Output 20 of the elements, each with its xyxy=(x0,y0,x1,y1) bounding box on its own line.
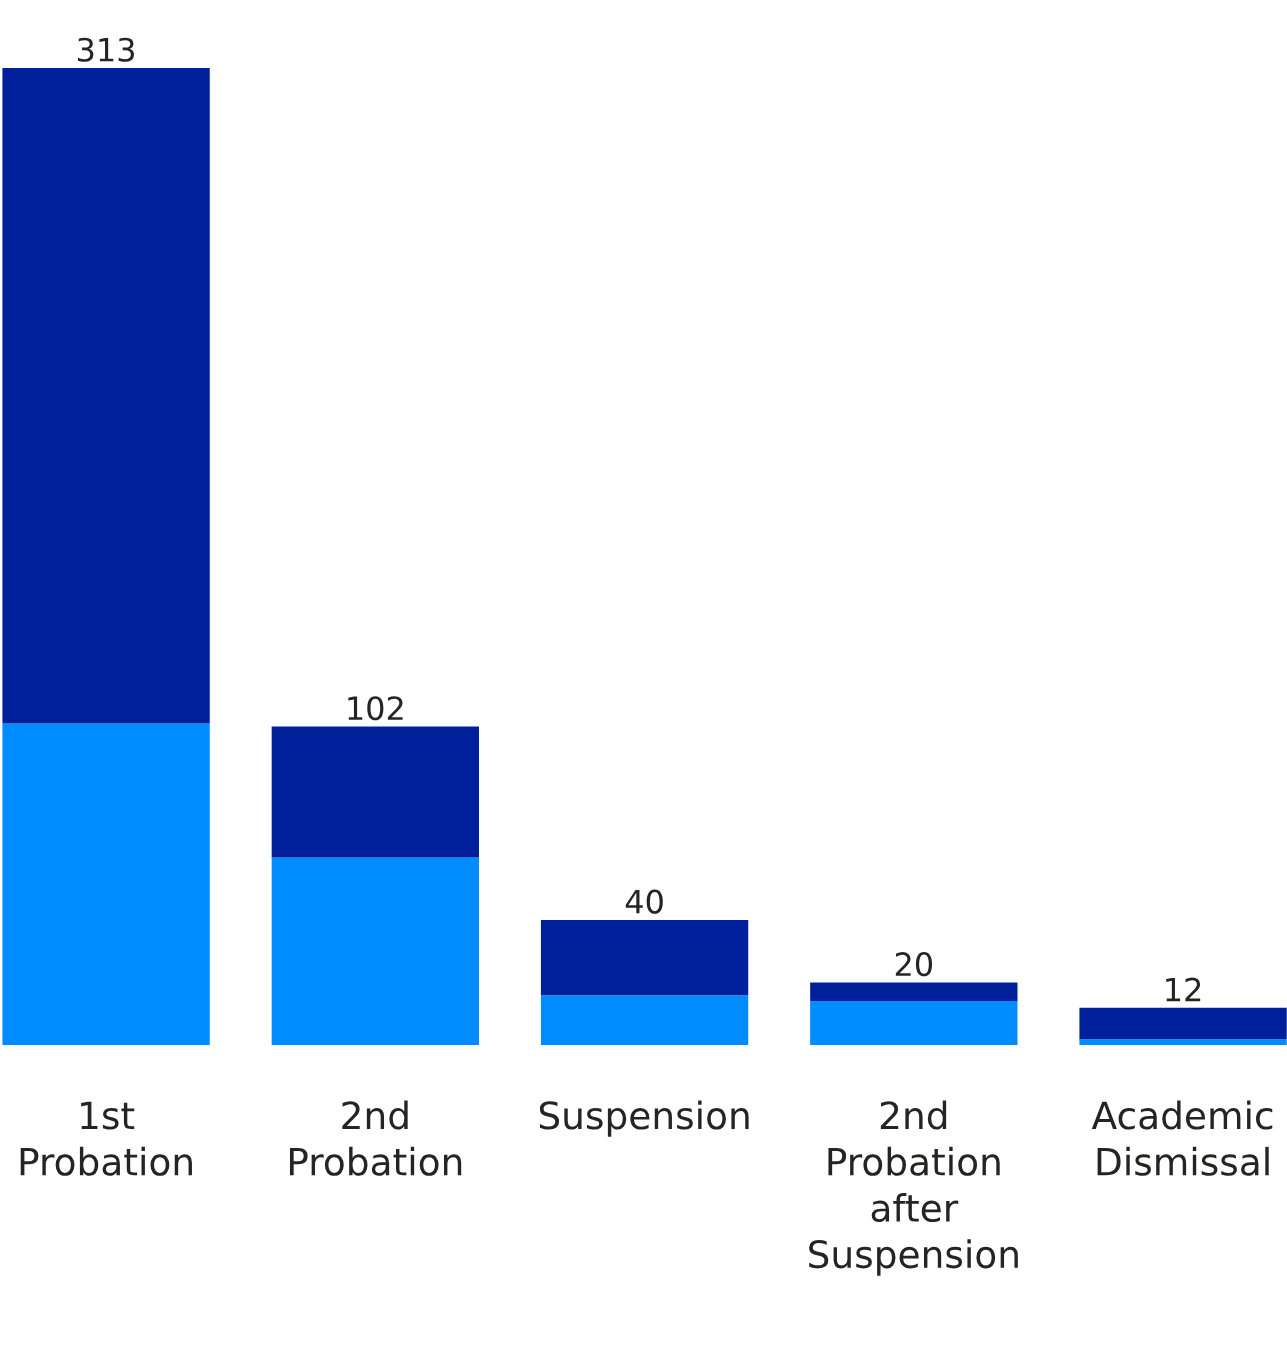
x-tick-label: 2nd Probation xyxy=(289,1100,462,1176)
bar xyxy=(1079,1007,1287,1040)
bar xyxy=(540,995,749,1045)
annotation: 102 xyxy=(348,696,403,721)
bar xyxy=(2,723,210,1045)
x-tick-label: 1st Probation xyxy=(20,1101,192,1176)
bar xyxy=(540,919,749,996)
bar xyxy=(2,68,210,724)
annotation: 12 xyxy=(1166,977,1201,1002)
bar xyxy=(1079,1039,1287,1045)
x-tick-label: Suspension xyxy=(539,1100,749,1137)
annotation: 40 xyxy=(625,889,663,914)
bar xyxy=(810,1001,1018,1045)
bar xyxy=(271,726,479,858)
annotation: 20 xyxy=(895,952,933,977)
annotation: 313 xyxy=(78,37,135,62)
x-tick-label: 2nd Probation after Suspension xyxy=(809,1100,1018,1276)
bar xyxy=(271,857,479,1045)
x-tick-label: Academic Dismissal xyxy=(1091,1100,1273,1176)
bar xyxy=(810,982,1018,1002)
